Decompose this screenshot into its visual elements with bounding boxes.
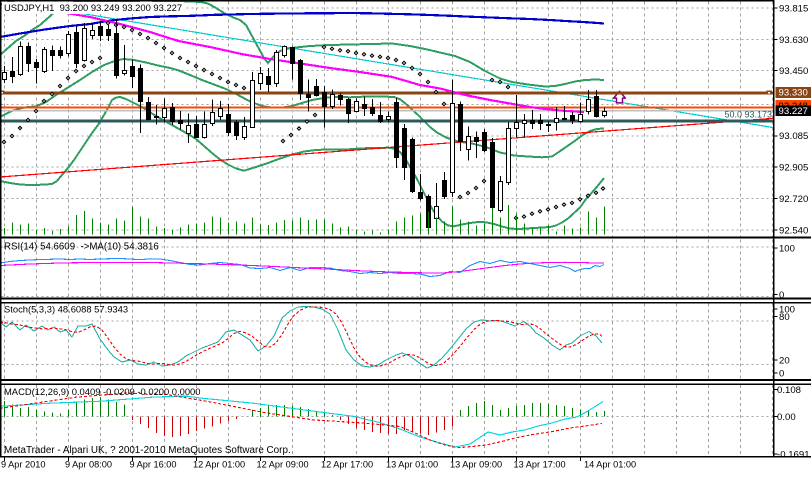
svg-text:13 Apr 17:00: 13 Apr 17:00: [514, 460, 566, 470]
svg-text:MACD(12,26,9) 0.0409 -0.0209 -: MACD(12,26,9) 0.0409 -0.0209 -0.0200 0.0…: [4, 386, 201, 397]
svg-text:Stoch(5,3,3) 48.6088 57.9343: Stoch(5,3,3) 48.6088 57.9343: [4, 304, 128, 315]
svg-text:0: 0: [779, 290, 784, 301]
svg-text:92.540: 92.540: [779, 226, 808, 237]
svg-text:93.227: 93.227: [779, 106, 808, 117]
svg-text:9 Apr 08:00: 9 Apr 08:00: [65, 460, 112, 470]
svg-text:12 Apr 01:00: 12 Apr 01:00: [193, 460, 245, 470]
svg-text:12 Apr 17:00: 12 Apr 17:00: [321, 460, 373, 470]
svg-text:12 Apr 09:00: 12 Apr 09:00: [257, 460, 309, 470]
svg-text:0.00: 0.00: [777, 412, 796, 423]
svg-text:50.0 93.173: 50.0 93.173: [724, 110, 772, 120]
svg-text:9 Apr 16:00: 9 Apr 16:00: [130, 460, 177, 470]
svg-text:93.630: 93.630: [779, 35, 808, 46]
svg-text:-0.1691: -0.1691: [777, 449, 810, 460]
svg-text:93.085: 93.085: [779, 131, 808, 142]
svg-text:93.815: 93.815: [779, 3, 808, 14]
svg-text:100: 100: [779, 304, 795, 315]
svg-text:0: 0: [779, 368, 784, 379]
svg-text:13 Apr 01:00: 13 Apr 01:00: [386, 460, 438, 470]
svg-text:14 Apr 01:00: 14 Apr 01:00: [584, 460, 636, 470]
svg-text:93.330: 93.330: [779, 88, 808, 99]
svg-text:100: 100: [779, 243, 795, 254]
svg-text:92.905: 92.905: [779, 162, 808, 173]
svg-text:80: 80: [779, 312, 790, 323]
svg-text:USDJPY,H1 93.200 93.249 93.20: USDJPY,H1 93.200 93.249 93.200 93.227: [4, 2, 182, 13]
svg-text:MetaTrader - Alpari UK, ? 2001: MetaTrader - Alpari UK, ? 2001-2010 Meta…: [4, 445, 291, 456]
svg-text:20: 20: [779, 355, 790, 366]
svg-text:9 Apr 2010: 9 Apr 2010: [1, 460, 45, 470]
svg-text:92.720: 92.720: [779, 194, 808, 205]
svg-text:0.108: 0.108: [777, 385, 801, 396]
svg-text:13 Apr 09:00: 13 Apr 09:00: [450, 460, 502, 470]
svg-text:RSI(14) 54.6609 ->MA(10) 54.3: RSI(14) 54.6609 ->MA(10) 54.3816: [4, 242, 159, 253]
svg-text:93.450: 93.450: [779, 66, 808, 77]
